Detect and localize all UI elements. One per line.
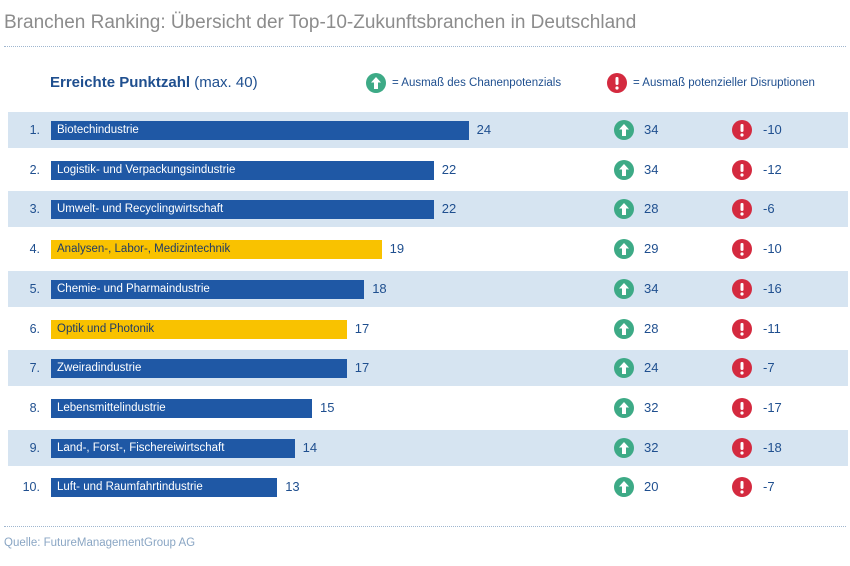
bar-5: Chemie- und Pharmaindustrie <box>51 279 365 299</box>
score-value: 18 <box>372 280 387 296</box>
arrow-up-icon <box>614 397 634 418</box>
bar-6: Optik und Photonik <box>51 319 347 339</box>
potential-value: 28 <box>644 320 659 336</box>
arrow-up-icon <box>614 477 634 498</box>
potential-value: 32 <box>644 399 659 415</box>
rank-label: 8. <box>29 400 40 415</box>
score-axis-label: Erreichte Punktzahl (max. 40) <box>50 74 258 91</box>
bar-4: Analysen-, Labor-, Medizintechnik <box>51 240 382 260</box>
table-row: 3. Umwelt- und Recyclingwirtschaft 22 28 -6 <box>8 191 848 228</box>
bar-9: Land-, Forst-, Fischereiwirtschaft <box>51 438 295 458</box>
legend-potential-label: = Ausmaß des Chanenpotenzials <box>392 77 562 89</box>
footer-divider <box>4 526 846 527</box>
disruption-value: -10 <box>763 122 782 137</box>
score-value: 22 <box>441 201 457 217</box>
disruption-value: -10 <box>763 241 782 257</box>
score-value: 24 <box>476 122 492 137</box>
potential-value: 20 <box>644 479 659 495</box>
table-row: 4. Analysen-, Labor-, Medizintechnik 19 29 -… <box>8 231 848 267</box>
score-max: (max. 40) <box>194 74 258 91</box>
potential-value: 32 <box>644 439 659 455</box>
score-value: 17 <box>354 320 370 336</box>
disruption-value: -16 <box>763 280 782 296</box>
potential-value: 34 <box>644 161 659 177</box>
bar-7: Zweiradindustrie <box>51 359 347 379</box>
exclamation-icon <box>732 318 752 339</box>
chart-title: Branchen Ranking: Übersicht der Top-10-Z… <box>4 12 637 33</box>
rank-label: 4. <box>29 242 40 257</box>
rank-label: 1. <box>29 123 40 137</box>
score-value: 17 <box>354 360 370 376</box>
arrow-up-icon <box>614 278 634 299</box>
bar-8: Lebensmittelindustrie <box>51 398 312 418</box>
score-value: 14 <box>302 439 318 455</box>
potential-value: 29 <box>644 241 659 257</box>
exclamation-icon <box>732 120 752 140</box>
table-row: 6. Optik und Photonik 17 28 -11 <box>8 311 848 347</box>
bar-1: Biotechindustrie <box>51 121 469 140</box>
arrow-up-icon <box>366 73 386 93</box>
score-value: 13 <box>285 479 300 495</box>
table-row: 7. Zweiradindustrie 17 24 -7 <box>8 350 848 387</box>
rank-label: 9. <box>29 440 40 455</box>
bar-2: Logistik- und Verpackungsindustrie <box>51 160 434 180</box>
exclamation-icon <box>732 397 752 418</box>
table-row: 10. Luft- und Raumfahrtindustrie 13 20 -7 <box>8 469 848 505</box>
rank-label: 10. <box>22 480 40 495</box>
table-row: 2. Logistik- und Verpackungsindustrie 22 34… <box>8 152 848 188</box>
rank-label: 5. <box>29 281 40 296</box>
potential-value: 24 <box>644 360 659 376</box>
rank-label: 6. <box>29 321 40 336</box>
disruption-value: -12 <box>763 161 782 177</box>
exclamation-icon <box>732 437 752 458</box>
source-note: Quelle: FutureManagementGroup AG <box>4 537 196 549</box>
disruption-value: -18 <box>763 439 782 455</box>
table-row: 5. Chemie- und Pharmaindustrie 18 34 -16 <box>8 270 848 307</box>
arrow-up-icon <box>614 437 634 458</box>
disruption-value: -11 <box>763 320 781 336</box>
exclamation-icon <box>732 239 752 260</box>
disruption-value: -17 <box>763 399 782 415</box>
rank-label: 2. <box>29 162 40 177</box>
title-divider <box>4 46 846 47</box>
table-row: 1. Biotechindustrie 24 34 -10 <box>8 112 848 148</box>
arrow-up-icon <box>614 159 634 180</box>
legend-disruption: = Ausmaß potenzieller Disruptionen <box>607 72 815 94</box>
arrow-up-icon <box>614 358 634 379</box>
score-value: 22 <box>441 161 457 177</box>
bar-10: Luft- und Raumfahrtindustrie <box>51 478 278 498</box>
arrow-up-icon <box>614 318 634 339</box>
potential-value: 34 <box>644 122 659 137</box>
bar-3: Umwelt- und Recyclingwirtschaft <box>51 200 434 220</box>
disruption-value: -7 <box>763 360 775 376</box>
arrow-up-icon <box>614 239 634 260</box>
legend-potential: = Ausmaß des Chanenpotenzials <box>366 72 561 94</box>
exclamation-icon <box>732 199 752 220</box>
legend-disruption-label: = Ausmaß potenzieller Disruptionen <box>633 77 815 89</box>
exclamation-icon <box>732 159 752 180</box>
potential-value: 28 <box>644 201 659 217</box>
exclamation-icon <box>732 358 752 379</box>
table-row: 9. Land-, Forst-, Fischereiwirtschaft 14 32… <box>8 429 848 466</box>
rank-label: 7. <box>29 361 40 376</box>
table-row: 8. Lebensmittelindustrie 15 32 -17 <box>8 390 848 426</box>
rank-label: 3. <box>29 202 40 217</box>
exclamation-icon <box>732 278 752 299</box>
score-value: 19 <box>389 241 405 257</box>
arrow-up-icon <box>614 120 634 140</box>
disruption-value: -7 <box>763 479 775 495</box>
score-label: Erreichte Punktzahl <box>50 74 191 91</box>
disruption-value: -6 <box>763 201 775 217</box>
exclamation-icon <box>732 477 752 498</box>
arrow-up-icon <box>614 199 634 220</box>
exclamation-icon <box>607 73 627 93</box>
score-value: 15 <box>320 399 335 415</box>
potential-value: 34 <box>644 280 659 296</box>
